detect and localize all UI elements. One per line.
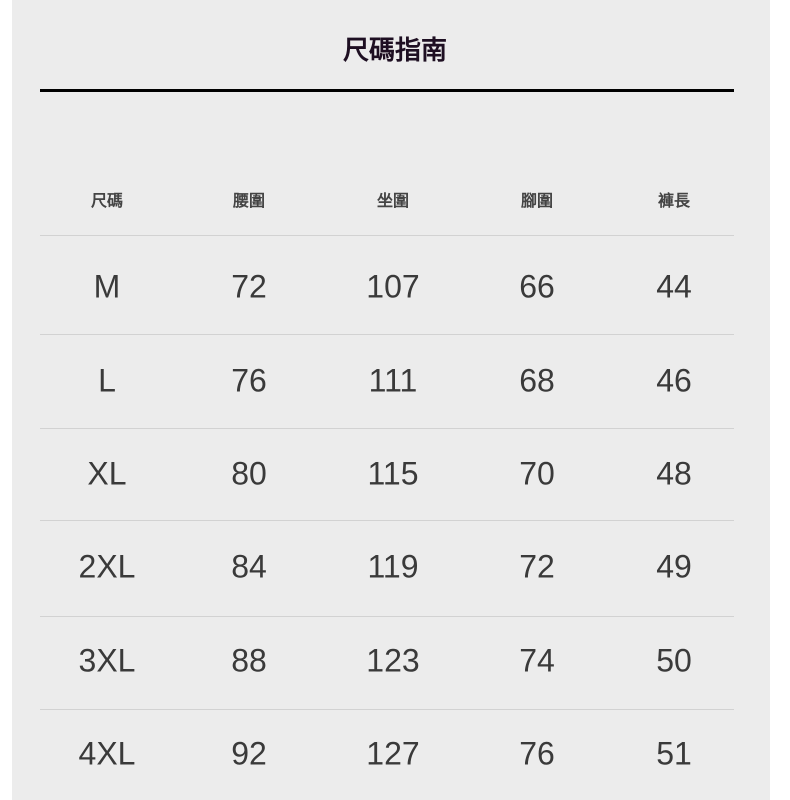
table-cell: 123 (366, 642, 420, 679)
table-cell: 51 (656, 735, 692, 772)
table-cell: 72 (519, 548, 555, 585)
table-cell: 115 (367, 455, 419, 492)
table-cell: 3XL (78, 642, 136, 679)
row-divider (40, 520, 734, 521)
row-divider (40, 334, 734, 335)
column-header: 褲長 (657, 191, 691, 210)
table-cell: 84 (231, 548, 267, 585)
table-cell: 92 (231, 735, 267, 772)
table-cell: 4XL (78, 735, 136, 772)
table-cell: 76 (519, 735, 555, 772)
row-divider (40, 709, 734, 710)
title-divider (40, 89, 734, 92)
table-cell: 76 (231, 362, 267, 399)
table-cell: 74 (519, 642, 555, 679)
table-cell: 49 (656, 548, 692, 585)
table-cell: M (93, 268, 121, 305)
column-header: 尺碼 (90, 191, 124, 210)
page-title: 尺碼指南 (342, 36, 447, 66)
table-cell: 111 (368, 362, 418, 399)
table-cell: 68 (519, 362, 555, 399)
size-guide-panel (12, 0, 770, 800)
table-cell: 44 (656, 268, 692, 305)
table-cell: 107 (366, 268, 420, 305)
table-cell: 66 (519, 268, 555, 305)
row-divider (40, 616, 734, 617)
table-cell: 119 (367, 548, 419, 585)
row-divider (40, 235, 734, 236)
table-cell: 70 (519, 455, 555, 492)
table-cell: 46 (656, 362, 692, 399)
table-cell: XL (87, 455, 127, 492)
column-header: 腰圍 (232, 191, 266, 210)
table-cell: 80 (231, 455, 267, 492)
table-cell: 127 (366, 735, 420, 772)
table-cell: 72 (231, 268, 267, 305)
table-cell: L (98, 362, 116, 399)
table-cell: 2XL (78, 548, 136, 585)
column-header: 腳圍 (520, 191, 554, 210)
table-cell: 50 (656, 642, 692, 679)
table-cell: 48 (656, 455, 692, 492)
table-cell: 88 (231, 642, 267, 679)
row-divider (40, 428, 734, 429)
column-header: 坐圍 (376, 191, 410, 210)
